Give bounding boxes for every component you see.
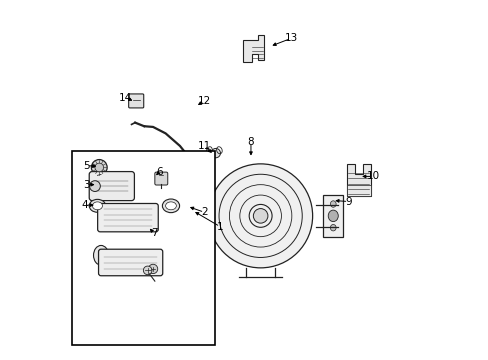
Ellipse shape: [93, 246, 108, 265]
FancyBboxPatch shape: [89, 172, 134, 201]
Circle shape: [91, 159, 107, 175]
Bar: [330, 210, 339, 222]
FancyBboxPatch shape: [155, 172, 167, 185]
FancyBboxPatch shape: [99, 249, 163, 276]
Text: 14: 14: [119, 93, 132, 103]
Text: 3: 3: [83, 180, 90, 190]
Text: 8: 8: [247, 138, 254, 147]
Polygon shape: [346, 164, 370, 196]
Text: 13: 13: [284, 33, 297, 43]
Bar: [323, 195, 343, 237]
Ellipse shape: [162, 199, 179, 213]
Text: 2: 2: [201, 207, 207, 217]
Polygon shape: [242, 35, 264, 62]
Text: 6: 6: [156, 167, 162, 177]
Text: 11: 11: [197, 141, 210, 151]
Text: 1: 1: [216, 222, 223, 231]
FancyBboxPatch shape: [98, 203, 158, 232]
Ellipse shape: [330, 225, 335, 231]
Text: 7: 7: [150, 228, 157, 238]
Circle shape: [89, 181, 100, 192]
Circle shape: [143, 266, 152, 275]
Ellipse shape: [327, 210, 338, 222]
Ellipse shape: [165, 202, 176, 210]
Text: 12: 12: [197, 96, 210, 106]
Text: 4: 4: [81, 200, 88, 210]
Text: 9: 9: [345, 197, 351, 207]
Circle shape: [208, 164, 312, 268]
Ellipse shape: [330, 201, 335, 207]
Circle shape: [211, 148, 220, 158]
Circle shape: [253, 208, 267, 223]
Circle shape: [148, 264, 158, 274]
Ellipse shape: [92, 202, 102, 210]
Text: 5: 5: [83, 161, 90, 171]
Text: 10: 10: [366, 171, 379, 181]
Ellipse shape: [89, 199, 105, 212]
Circle shape: [95, 163, 103, 172]
Bar: [72, 151, 215, 345]
FancyBboxPatch shape: [128, 94, 143, 108]
Polygon shape: [346, 185, 370, 196]
